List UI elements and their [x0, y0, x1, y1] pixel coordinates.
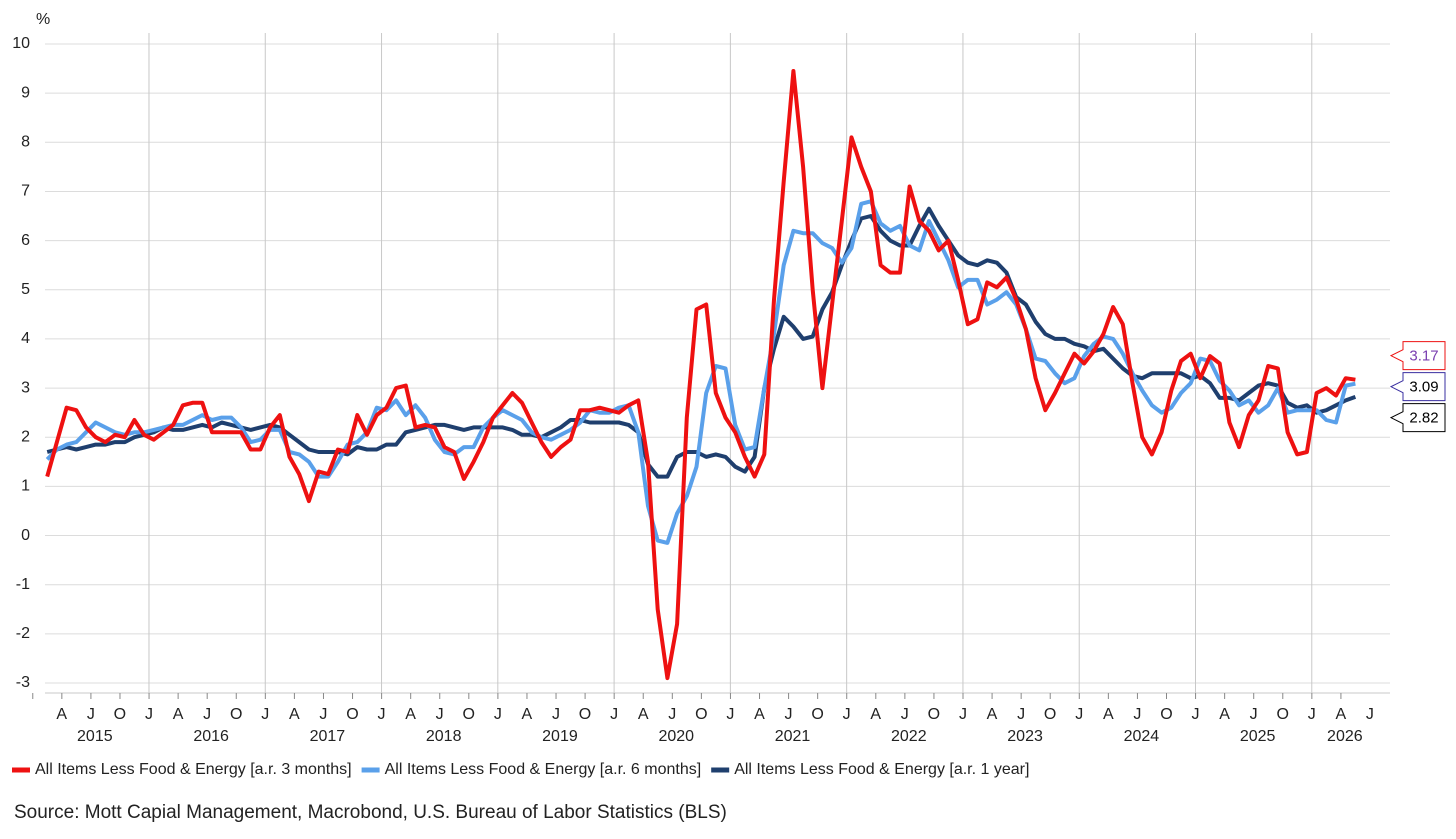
source-note: Source: Mott Capial Management, Macrobon… — [14, 802, 727, 823]
end-label: 3.17 — [1409, 348, 1438, 365]
x-tick-label: O — [811, 706, 823, 723]
x-tick-label: J — [436, 706, 444, 723]
end-label: 2.82 — [1409, 410, 1438, 427]
x-tick-label: J — [1192, 706, 1200, 723]
x-tick-label: A — [173, 706, 184, 723]
x-tick-label: A — [289, 706, 300, 723]
end-label: 3.09 — [1409, 379, 1438, 396]
y-tick-label: -3 — [16, 674, 30, 691]
end-label-box — [1389, 403, 1446, 433]
y-tick-label: 7 — [21, 183, 30, 200]
x-tick-label: J — [901, 706, 909, 723]
y-tick-label: 5 — [21, 281, 30, 298]
x-tick-label: J — [843, 706, 851, 723]
x-tick-label: J — [610, 706, 618, 723]
y-tick-label: 4 — [21, 330, 30, 347]
x-tick-label: J — [87, 706, 95, 723]
x-tick-label: A — [522, 706, 533, 723]
x-tick-label: J — [1308, 706, 1316, 723]
y-axis-label: % — [36, 11, 50, 28]
year-label: 2020 — [658, 728, 694, 745]
x-tick-label: J — [1133, 706, 1141, 723]
x-tick-label: J — [668, 706, 676, 723]
x-tick-label: O — [1044, 706, 1056, 723]
x-tick-label: J — [319, 706, 327, 723]
x-tick-label: A — [1219, 706, 1230, 723]
x-tick-label: J — [552, 706, 560, 723]
x-tick-label: A — [1336, 706, 1347, 723]
x-tick-label: J — [959, 706, 967, 723]
x-tick-label: O — [230, 706, 242, 723]
year-label: 2019 — [542, 728, 578, 745]
x-tick-label: A — [405, 706, 416, 723]
year-label: 2022 — [891, 728, 927, 745]
x-tick-label: O — [579, 706, 591, 723]
year-label: 2025 — [1240, 728, 1276, 745]
x-tick-label: J — [1017, 706, 1025, 723]
series-line — [46, 206, 1357, 479]
year-label: 2023 — [1007, 728, 1043, 745]
x-tick-label: J — [1250, 706, 1258, 723]
year-label: 2021 — [775, 728, 811, 745]
year-label: 2026 — [1327, 728, 1363, 745]
x-tick-label: J — [1075, 706, 1083, 723]
year-label: 2017 — [310, 728, 346, 745]
x-tick-label: O — [114, 706, 126, 723]
end-label-box — [1389, 372, 1446, 402]
x-tick-label: J — [1366, 706, 1374, 723]
x-tick-label: A — [56, 706, 67, 723]
y-tick-label: 1 — [21, 478, 30, 495]
year-label: 2024 — [1124, 728, 1160, 745]
end-label-box — [1389, 341, 1446, 371]
y-tick-label: 10 — [12, 35, 30, 52]
y-tick-label: 6 — [21, 232, 30, 249]
y-tick-label: 3 — [21, 379, 30, 396]
x-tick-label: A — [987, 706, 998, 723]
x-tick-label: A — [870, 706, 881, 723]
x-tick-label: A — [754, 706, 765, 723]
x-tick-label: O — [463, 706, 475, 723]
y-tick-label: 2 — [21, 428, 30, 445]
x-tick-label: J — [203, 706, 211, 723]
x-tick-label: J — [494, 706, 502, 723]
y-tick-label: 8 — [21, 134, 30, 151]
x-tick-label: J — [726, 706, 734, 723]
x-tick-label: O — [1276, 706, 1288, 723]
x-tick-label: O — [1160, 706, 1172, 723]
legend-label: All Items Less Food & Energy [a.r. 1 yea… — [734, 761, 1029, 778]
y-tick-label: 0 — [21, 527, 30, 544]
year-label: 2015 — [77, 728, 113, 745]
series-line — [45, 69, 1356, 681]
y-tick-label: -2 — [16, 625, 30, 642]
x-tick-label: J — [145, 706, 153, 723]
x-tick-label: A — [1103, 706, 1114, 723]
x-tick-label: A — [638, 706, 649, 723]
x-tick-label: O — [928, 706, 940, 723]
year-label: 2018 — [426, 728, 462, 745]
x-tick-label: O — [346, 706, 358, 723]
x-tick-label: O — [695, 706, 707, 723]
legend-label: All Items Less Food & Energy [a.r. 3 mon… — [35, 761, 352, 778]
year-label: 2016 — [193, 728, 229, 745]
y-tick-label: -1 — [16, 576, 30, 593]
x-tick-label: J — [261, 706, 269, 723]
x-tick-label: J — [785, 706, 793, 723]
y-tick-label: 9 — [21, 84, 30, 101]
legend-label: All Items Less Food & Energy [a.r. 6 mon… — [385, 761, 702, 778]
x-tick-label: J — [378, 706, 386, 723]
